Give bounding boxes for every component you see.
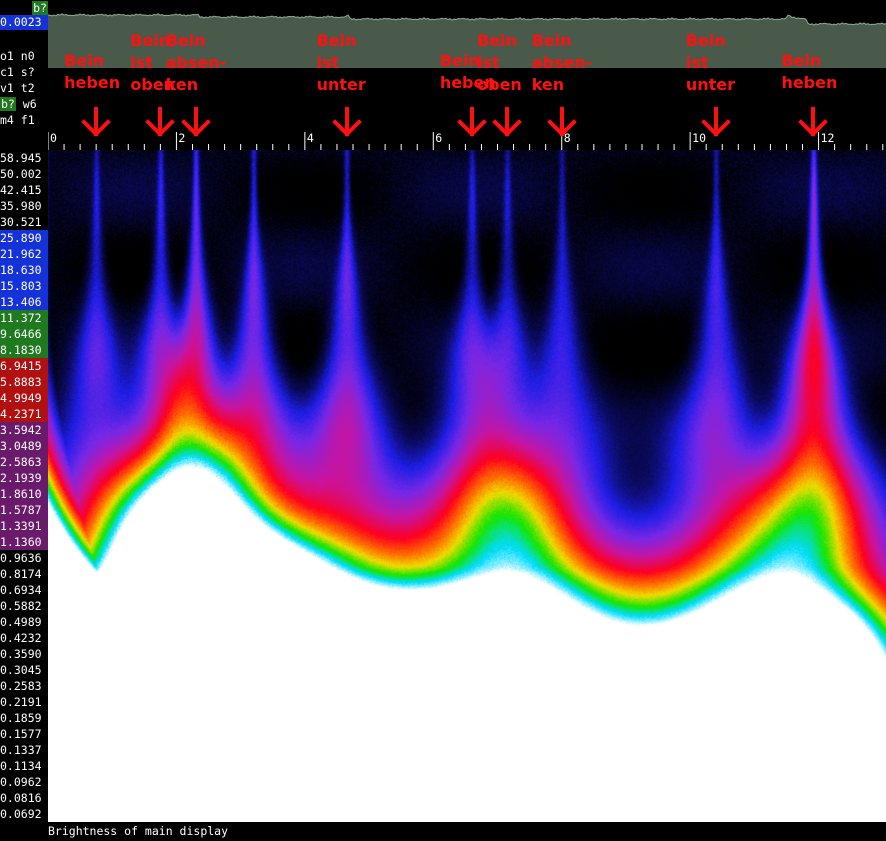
y-tick-label: 0.6934 xyxy=(0,583,42,597)
annotation-label: Bein absen- ken xyxy=(531,31,593,94)
y-tick-label: 1.8610 xyxy=(0,486,48,502)
y-tick-label: 6.9415 xyxy=(0,358,48,374)
y-tick-label: 2.1939 xyxy=(0,470,48,486)
y-tick-label: 21.962 xyxy=(0,246,48,262)
y-tick-label: 2.5863 xyxy=(0,454,48,470)
amplitude-envelope xyxy=(48,13,886,68)
y-tick-label: 0.8174 xyxy=(0,567,42,581)
arrow-down-icon xyxy=(700,107,731,137)
y-tick-label: 0.3045 xyxy=(0,663,42,677)
arrow-down-icon xyxy=(145,107,176,137)
x-tick-label: 2 xyxy=(178,131,186,145)
y-tick-label: 0.1577 xyxy=(0,727,42,741)
flag-row[interactable]: v1 t2 xyxy=(0,81,35,95)
y-tick-label: 1.1360 xyxy=(0,534,48,550)
y-tick-label: 11.372 xyxy=(0,310,48,326)
y-tick-label: 25.890 xyxy=(0,230,48,246)
y-tick-label: 1.5787 xyxy=(0,502,48,518)
y-tick-label: 42.415 xyxy=(0,183,42,197)
annotation-label: Bein ist unter xyxy=(316,31,366,94)
annotation-label: Bein ist oben xyxy=(477,31,522,94)
y-tick-label: 3.5942 xyxy=(0,422,48,438)
y-tick-label: 0.0962 xyxy=(0,775,42,789)
envelope-line xyxy=(48,13,886,26)
y-tick-label: 0.4989 xyxy=(0,615,42,629)
flag-text: w6 xyxy=(15,97,37,111)
envelope-area xyxy=(48,13,886,68)
arrow-down-icon xyxy=(546,107,577,137)
annotation-label: Bein heben xyxy=(781,51,838,92)
x-tick-label: 10 xyxy=(692,131,706,145)
y-tick-label: 13.406 xyxy=(0,294,48,310)
y-tick-label: 0.1337 xyxy=(0,743,42,757)
arrow-down-icon xyxy=(180,107,211,137)
arrow-down-icon xyxy=(492,107,522,137)
y-tick-label: 58.945 xyxy=(0,151,42,165)
flag-row[interactable]: b? w6 xyxy=(0,96,48,112)
y-tick-label: 8.1830 xyxy=(0,342,48,358)
annotation-label: Bein ist unter xyxy=(685,31,735,94)
arrow-down-icon xyxy=(798,107,829,137)
y-tick-label: 35.980 xyxy=(0,199,42,213)
y-tick-label: 0.1859 xyxy=(0,711,42,725)
top-corner-badge[interactable]: b? xyxy=(32,1,48,15)
y-tick-label: 15.803 xyxy=(0,278,48,294)
y-tick-label: 3.0489 xyxy=(0,438,48,454)
annotation-label: Bein absen- ken xyxy=(165,31,227,94)
annotation-label: Bein heben xyxy=(64,51,121,92)
y-tick-label: 0.5882 xyxy=(0,599,42,613)
arrow-down-icon xyxy=(456,107,487,137)
y-tick-label: 30.521 xyxy=(0,215,42,229)
y-tick-label: 5.8883 xyxy=(0,374,48,390)
envelope-scale-value: 0.0023 xyxy=(0,15,48,30)
status-text: Brightness of main display xyxy=(48,824,229,838)
y-tick-label: 0.3590 xyxy=(0,647,42,661)
annotation-label: Bein ist oben xyxy=(130,31,176,94)
y-tick-label: 0.4232 xyxy=(0,631,42,645)
arrow-down-icon xyxy=(331,107,362,137)
flag-row[interactable]: m4 f1 xyxy=(0,113,35,127)
y-tick-label: 4.2371 xyxy=(0,406,48,422)
y-tick-label: 0.9636 xyxy=(0,551,42,565)
x-tick-label: 4 xyxy=(306,131,314,145)
flag-badge: b? xyxy=(0,97,16,111)
y-tick-label: 0.0692 xyxy=(0,807,42,821)
flag-row[interactable]: c1 s? xyxy=(0,65,35,79)
y-tick-label: 0.2191 xyxy=(0,695,42,709)
annotation-label: Bein heben xyxy=(439,51,496,92)
y-tick-label: 0.1134 xyxy=(0,759,42,773)
y-tick-label: 1.3391 xyxy=(0,518,48,534)
y-tick-label: 4.9949 xyxy=(0,390,48,406)
y-tick-label: 0.2583 xyxy=(0,679,42,693)
wavelet-scalogram[interactable] xyxy=(48,150,886,822)
y-tick-label: 18.630 xyxy=(0,262,48,278)
arrow-down-icon xyxy=(81,107,111,137)
y-tick-label: 0.0816 xyxy=(0,791,42,805)
x-tick-label: 0 xyxy=(50,131,57,145)
y-tick-label: 50.002 xyxy=(0,167,42,181)
x-tick-label: 12 xyxy=(820,131,835,145)
time-axis xyxy=(47,130,886,152)
x-tick-label: 8 xyxy=(563,131,571,145)
x-tick-label: 6 xyxy=(435,131,443,145)
flag-row[interactable]: o1 n0 xyxy=(0,49,35,63)
y-tick-label: 9.6466 xyxy=(0,326,48,342)
